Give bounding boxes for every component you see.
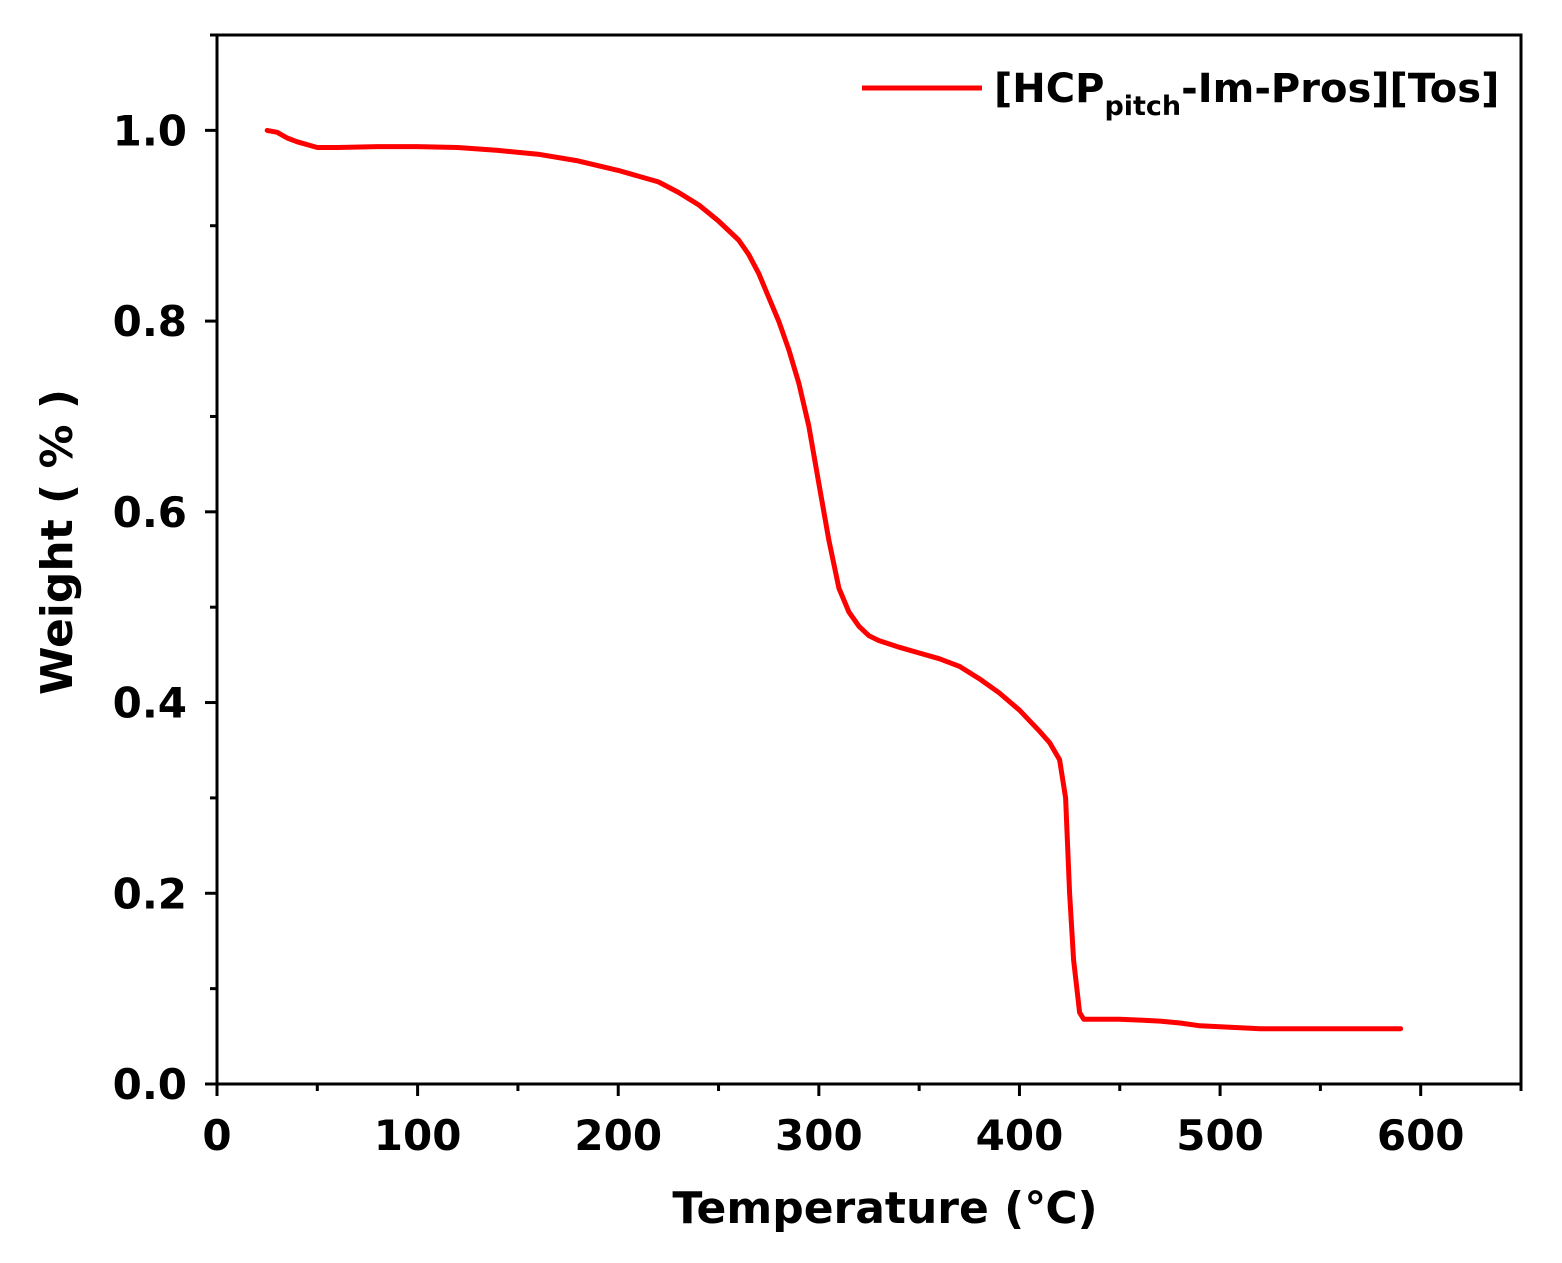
legend-label: [HCPpitch-Im-Pros][Tos] [994,66,1499,122]
plot-frame [215,33,1523,1086]
x-tick-label: 500 [1176,1111,1264,1160]
tick-labels-layer: 0 100 200 300 400 500 600 0.0 0.2 0.4 0.6 0.8 1.0 [113,106,1465,1160]
y-tick-label: 0.2 [113,869,187,918]
y-tick-label: 0.4 [113,679,187,728]
y-tick-label: 0.6 [113,488,187,537]
x-tick-label: 400 [976,1111,1064,1160]
x-tick-label: 200 [574,1111,662,1160]
y-tick-label: 0.0 [113,1060,187,1109]
legend: [HCPpitch-Im-Pros][Tos] [862,66,1499,122]
y-tick-label: 1.0 [113,106,187,155]
x-tick-label: 600 [1377,1111,1465,1160]
series-line [264,127,1404,1032]
x-tick-label: 100 [374,1111,462,1160]
y-axis-title: Weight ( % ) [32,389,83,695]
legend-subscript: pitch [1104,91,1181,122]
x-axis-title: Temperature (℃) [672,1183,1097,1234]
x-tick-label: 0 [202,1111,231,1160]
x-tick-label: 300 [775,1111,863,1160]
ticks-layer [205,33,1523,1096]
y-tick-label: 0.8 [113,297,187,346]
legend-main: [HCP [994,66,1104,112]
legend-rest: -Im-Pros][Tos] [1181,66,1499,112]
